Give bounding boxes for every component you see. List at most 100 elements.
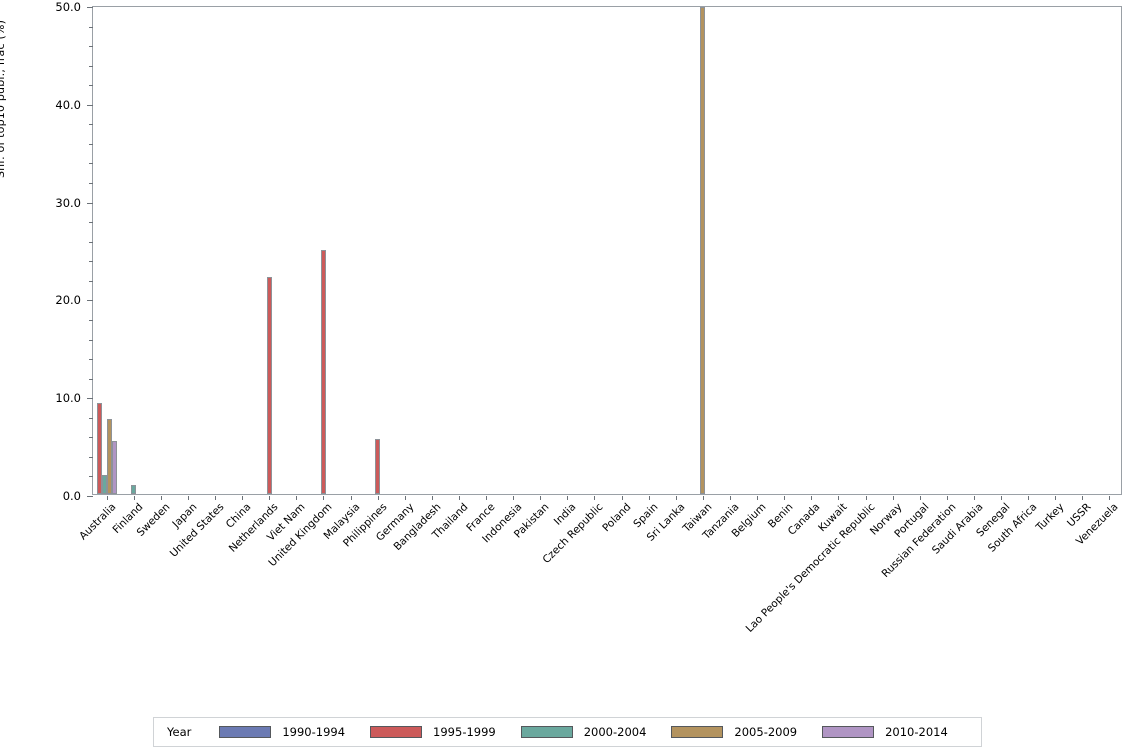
bar[interactable] (101, 475, 107, 494)
x-tick (458, 496, 460, 500)
x-tick (919, 496, 921, 500)
x-tick (757, 496, 759, 500)
x-tick (486, 496, 488, 500)
x-tick (838, 496, 840, 500)
y-tick-minor (89, 124, 93, 126)
y-tick-minor (89, 417, 93, 419)
y-tick-major (87, 398, 93, 400)
bar[interactable] (131, 485, 137, 494)
bar[interactable] (106, 418, 112, 494)
x-tick (1109, 496, 1111, 500)
x-tick (648, 496, 650, 500)
x-tick (621, 496, 623, 500)
x-tick (106, 496, 108, 500)
y-tick-label: 50.0 (55, 0, 81, 14)
legend-label: 1990-1994 (282, 725, 346, 739)
y-tick-minor (89, 476, 93, 478)
y-tick-label: 40.0 (55, 97, 81, 112)
y-tick-minor (89, 26, 93, 28)
x-tick-label: Poland (599, 501, 634, 535)
x-tick (323, 496, 325, 500)
y-tick-minor (89, 378, 93, 380)
y-tick-minor (89, 183, 93, 185)
legend-swatch (671, 726, 724, 738)
bar[interactable] (266, 276, 272, 494)
y-tick-major (87, 496, 93, 497)
legend-title: Year (167, 725, 192, 739)
y-tick-minor (89, 143, 93, 145)
x-tick-label-wrap: Australia (77, 501, 118, 542)
x-tick (242, 496, 244, 500)
legend-label: 1995-1999 (433, 725, 496, 739)
y-tick-major (87, 104, 93, 106)
y-tick-minor (89, 46, 93, 48)
x-tick (187, 496, 189, 500)
plot-area: 0.0 10.0 20.0 30.0 40.0 50.0 (55, 0, 1122, 503)
x-tick (214, 496, 216, 500)
bar[interactable] (111, 441, 117, 494)
y-tick-minor (89, 319, 93, 321)
x-tick (1028, 496, 1030, 500)
legend-swatch (219, 726, 272, 738)
legend-item[interactable]: 2010-2014 (822, 725, 948, 739)
x-tick (540, 496, 542, 500)
legend-swatch (370, 726, 423, 738)
x-tick (431, 496, 433, 500)
bar[interactable] (320, 249, 326, 494)
legend-item[interactable]: 1995-1999 (370, 725, 496, 739)
legend-label: 2000-2004 (583, 725, 647, 739)
x-tick (567, 496, 569, 500)
legend: Year 1990-1994 1995-1999 2000-2004 2005-200… (153, 717, 982, 747)
x-tick (513, 496, 515, 500)
x-tick (1001, 496, 1003, 500)
x-tick (973, 496, 975, 500)
y-tick-minor (89, 339, 93, 341)
bar[interactable] (700, 6, 706, 494)
y-tick-minor (89, 222, 93, 224)
y-tick-minor (89, 261, 93, 263)
x-tick-label: Australia (76, 501, 119, 543)
x-tick (675, 496, 677, 500)
y-tick-minor (89, 359, 93, 361)
x-tick (729, 496, 731, 500)
y-tick-minor (89, 241, 93, 243)
legend-label: 2005-2009 (734, 725, 798, 739)
legend-swatch (822, 726, 875, 738)
legend-item[interactable]: 2005-2009 (671, 725, 797, 739)
y-tick-minor (89, 280, 93, 282)
legend-item[interactable]: 1990-1994 (219, 725, 345, 739)
y-tick-minor (89, 65, 93, 67)
x-tick (1055, 496, 1057, 500)
x-tick (377, 496, 379, 500)
x-tick (404, 496, 406, 500)
x-tick (350, 496, 352, 500)
y-tick-label: 20.0 (55, 293, 81, 308)
x-tick (133, 496, 135, 500)
x-tick-label-wrap: Poland (600, 501, 633, 534)
x-tick (702, 496, 704, 500)
y-tick-minor (89, 163, 93, 165)
legend-item[interactable]: 2000-2004 (520, 725, 647, 739)
y-tick-label: 0.0 (62, 489, 81, 503)
x-tick (865, 496, 867, 500)
y-tick-label: 10.0 (55, 391, 81, 406)
x-tick-label: Turkey (1034, 501, 1067, 534)
bar[interactable] (375, 439, 381, 494)
bar[interactable] (96, 403, 102, 494)
legend-items: 1990-1994 1995-1999 2000-2004 2005-2009 2010… (219, 725, 972, 739)
y-axis-label: Shr. of top10 publ., frac (%) (0, 19, 7, 178)
x-tick (811, 496, 813, 500)
x-tick (892, 496, 894, 500)
y-tick-minor (89, 456, 93, 458)
x-tick (594, 496, 596, 500)
legend-swatch (520, 726, 573, 738)
y-tick-major (87, 300, 93, 302)
x-tick-label-wrap: Turkey (1034, 501, 1067, 534)
x-tick (269, 496, 271, 500)
legend-label: 2010-2014 (885, 725, 948, 739)
x-tick (1082, 496, 1084, 500)
y-tick-minor (89, 437, 93, 439)
x-tick (160, 496, 162, 500)
y-tick-minor (89, 85, 93, 87)
